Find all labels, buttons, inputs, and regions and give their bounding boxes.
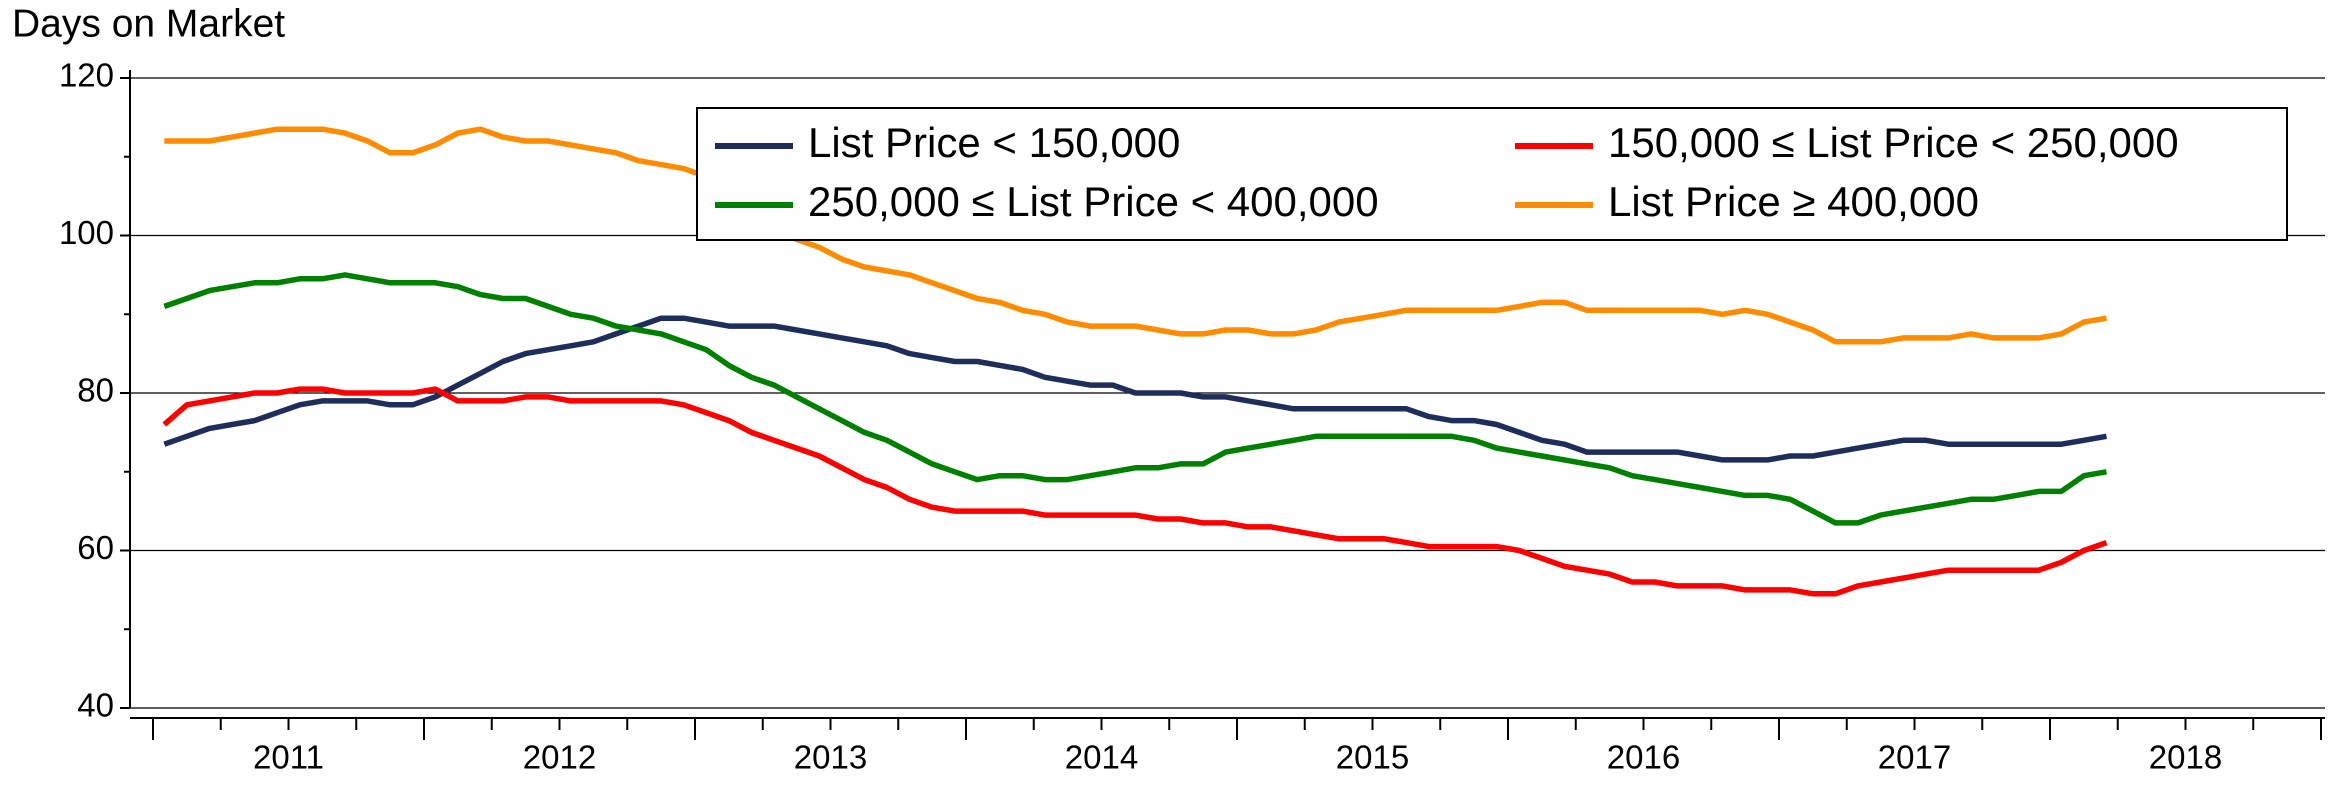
x-tick-label: 2016 bbox=[1607, 739, 1680, 776]
legend-box bbox=[696, 107, 2288, 241]
series-line bbox=[163, 272, 2107, 526]
chart-title: Days on Market bbox=[12, 2, 285, 45]
y-tick-label: 40 bbox=[77, 687, 114, 724]
y-tick-label: 60 bbox=[77, 529, 114, 566]
series-line bbox=[163, 315, 2107, 463]
y-tick-label: 100 bbox=[59, 214, 114, 251]
series-line bbox=[162, 386, 2108, 597]
y-tick-label: 80 bbox=[77, 372, 114, 409]
y-tick-label: 120 bbox=[59, 57, 114, 94]
legend-label: 150,000 ≤ List Price < 250,000 bbox=[1608, 119, 2179, 166]
legend-label: List Price < 150,000 bbox=[808, 119, 1180, 166]
x-tick-label: 2018 bbox=[2149, 739, 2222, 776]
x-tick-label: 2017 bbox=[1878, 739, 1951, 776]
legend-label: 250,000 ≤ List Price < 400,000 bbox=[808, 178, 1379, 225]
x-tick-label: 2015 bbox=[1336, 739, 1409, 776]
x-tick-label: 2011 bbox=[253, 739, 324, 776]
series-line bbox=[164, 126, 2107, 345]
x-tick-label: 2014 bbox=[1065, 739, 1138, 776]
x-tick-label: 2013 bbox=[794, 739, 867, 776]
lines bbox=[162, 126, 2108, 597]
legend-label: List Price ≥ 400,000 bbox=[1608, 178, 1979, 225]
x-tick-label: 2012 bbox=[523, 739, 596, 776]
legend: List Price < 150,000 150,000 ≤ List Price… bbox=[715, 119, 2179, 225]
axes: 40 60 80 100 120 2011 2012 2013 2014 2015 2016 2017… bbox=[59, 57, 2325, 776]
